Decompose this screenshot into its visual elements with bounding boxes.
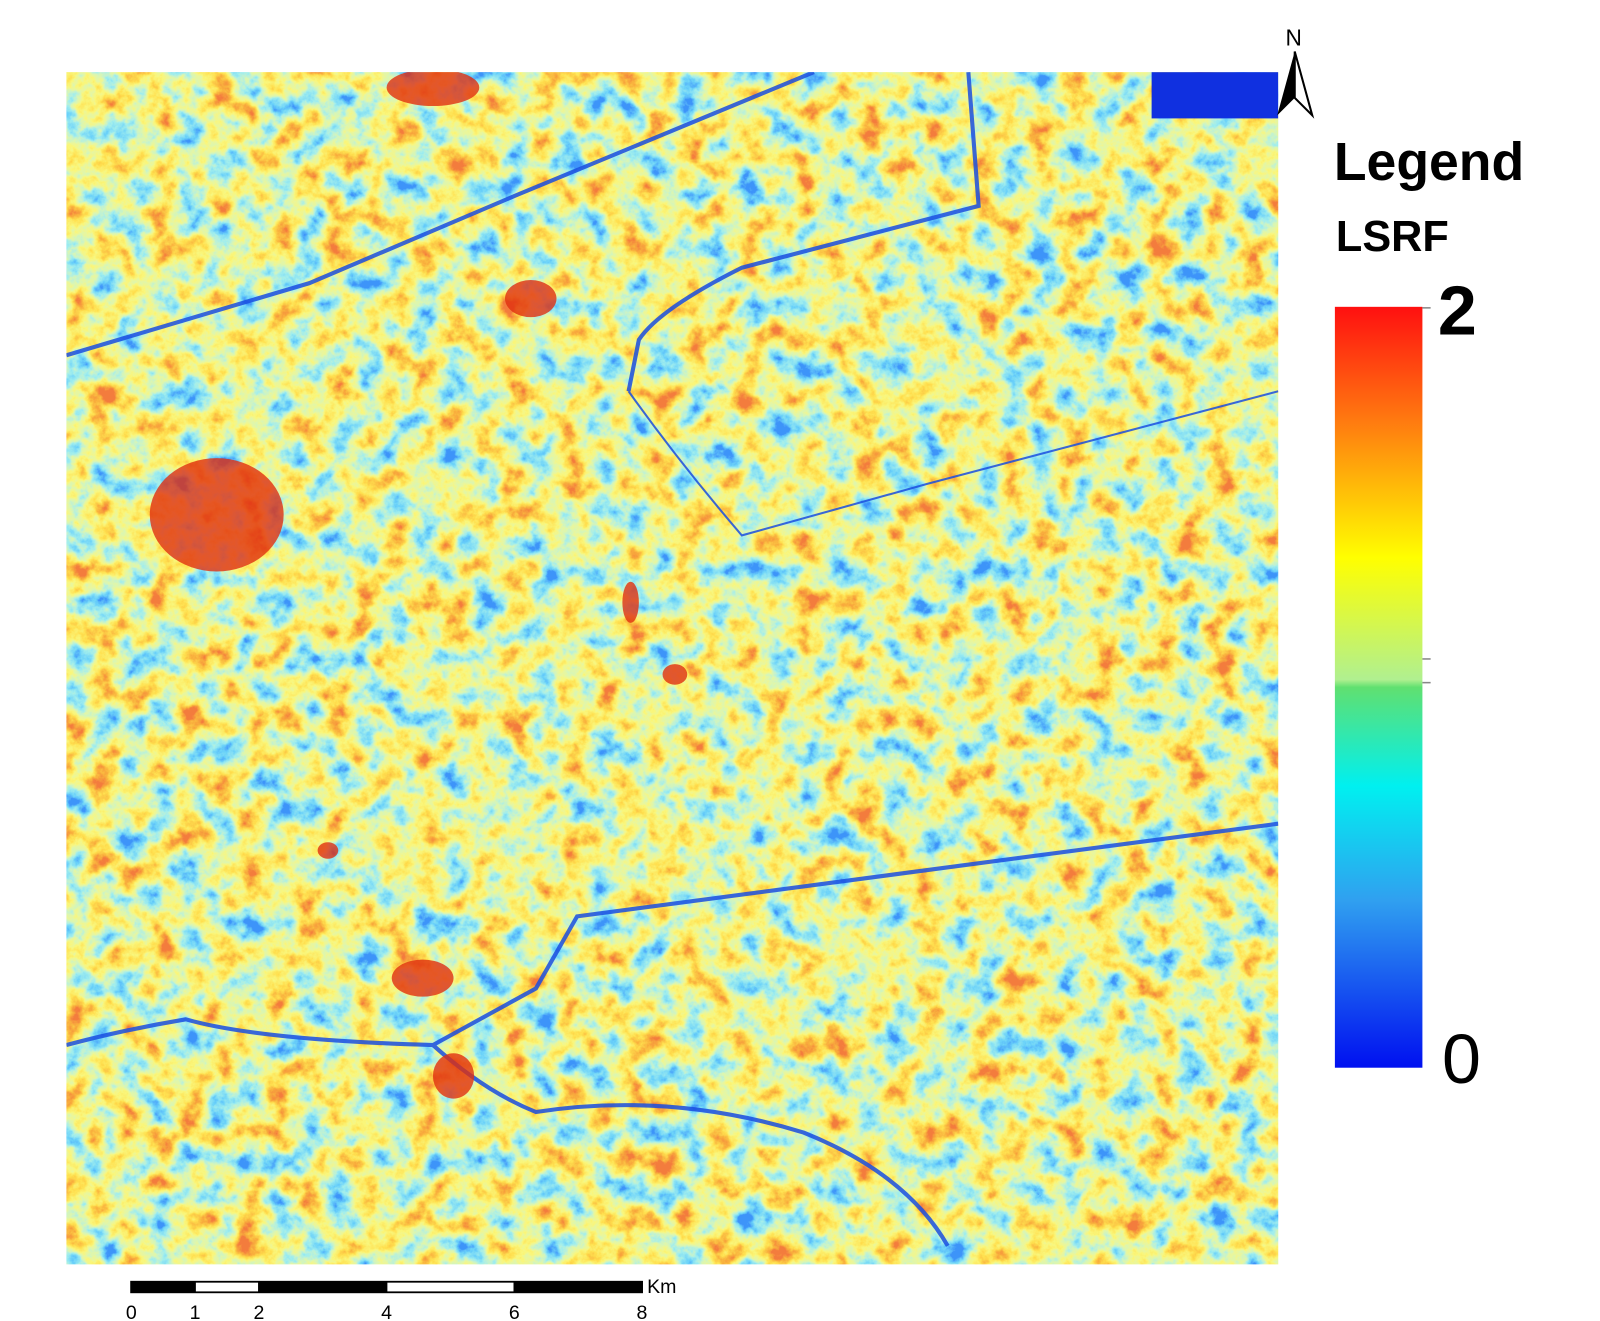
scale-segment bbox=[130, 1281, 196, 1293]
scale-tick-label: 6 bbox=[509, 1302, 520, 1321]
legend-min: 0 bbox=[1442, 1020, 1481, 1098]
hot-spots bbox=[149, 72, 688, 1099]
north-label: N bbox=[1286, 24, 1302, 50]
scale-segment bbox=[194, 1281, 260, 1293]
legend-title: Legend bbox=[1334, 133, 1524, 192]
waterways bbox=[66, 72, 1279, 1247]
scale-unit: Km bbox=[647, 1276, 676, 1298]
scale-tick-label: 4 bbox=[381, 1302, 392, 1321]
scale-bar: 0 1 2 4 6 8 bbox=[126, 1280, 648, 1321]
scale-segment bbox=[258, 1281, 388, 1293]
north-arrow: N bbox=[1277, 24, 1315, 119]
color-bar bbox=[1334, 306, 1423, 1068]
water-body bbox=[1151, 72, 1279, 119]
legend-field: LSRF bbox=[1336, 213, 1449, 261]
scale-segment bbox=[513, 1281, 643, 1293]
raster bbox=[66, 72, 1279, 1265]
scale-segment bbox=[385, 1281, 516, 1293]
scale-tick-label: 0 bbox=[126, 1302, 137, 1321]
scale-tick-label: 8 bbox=[637, 1302, 648, 1321]
scale-tick-label: 2 bbox=[253, 1302, 264, 1321]
scale-tick-label: 1 bbox=[190, 1302, 201, 1321]
color-bar-ticks bbox=[1422, 307, 1431, 684]
legend-max: 2 bbox=[1438, 272, 1477, 350]
